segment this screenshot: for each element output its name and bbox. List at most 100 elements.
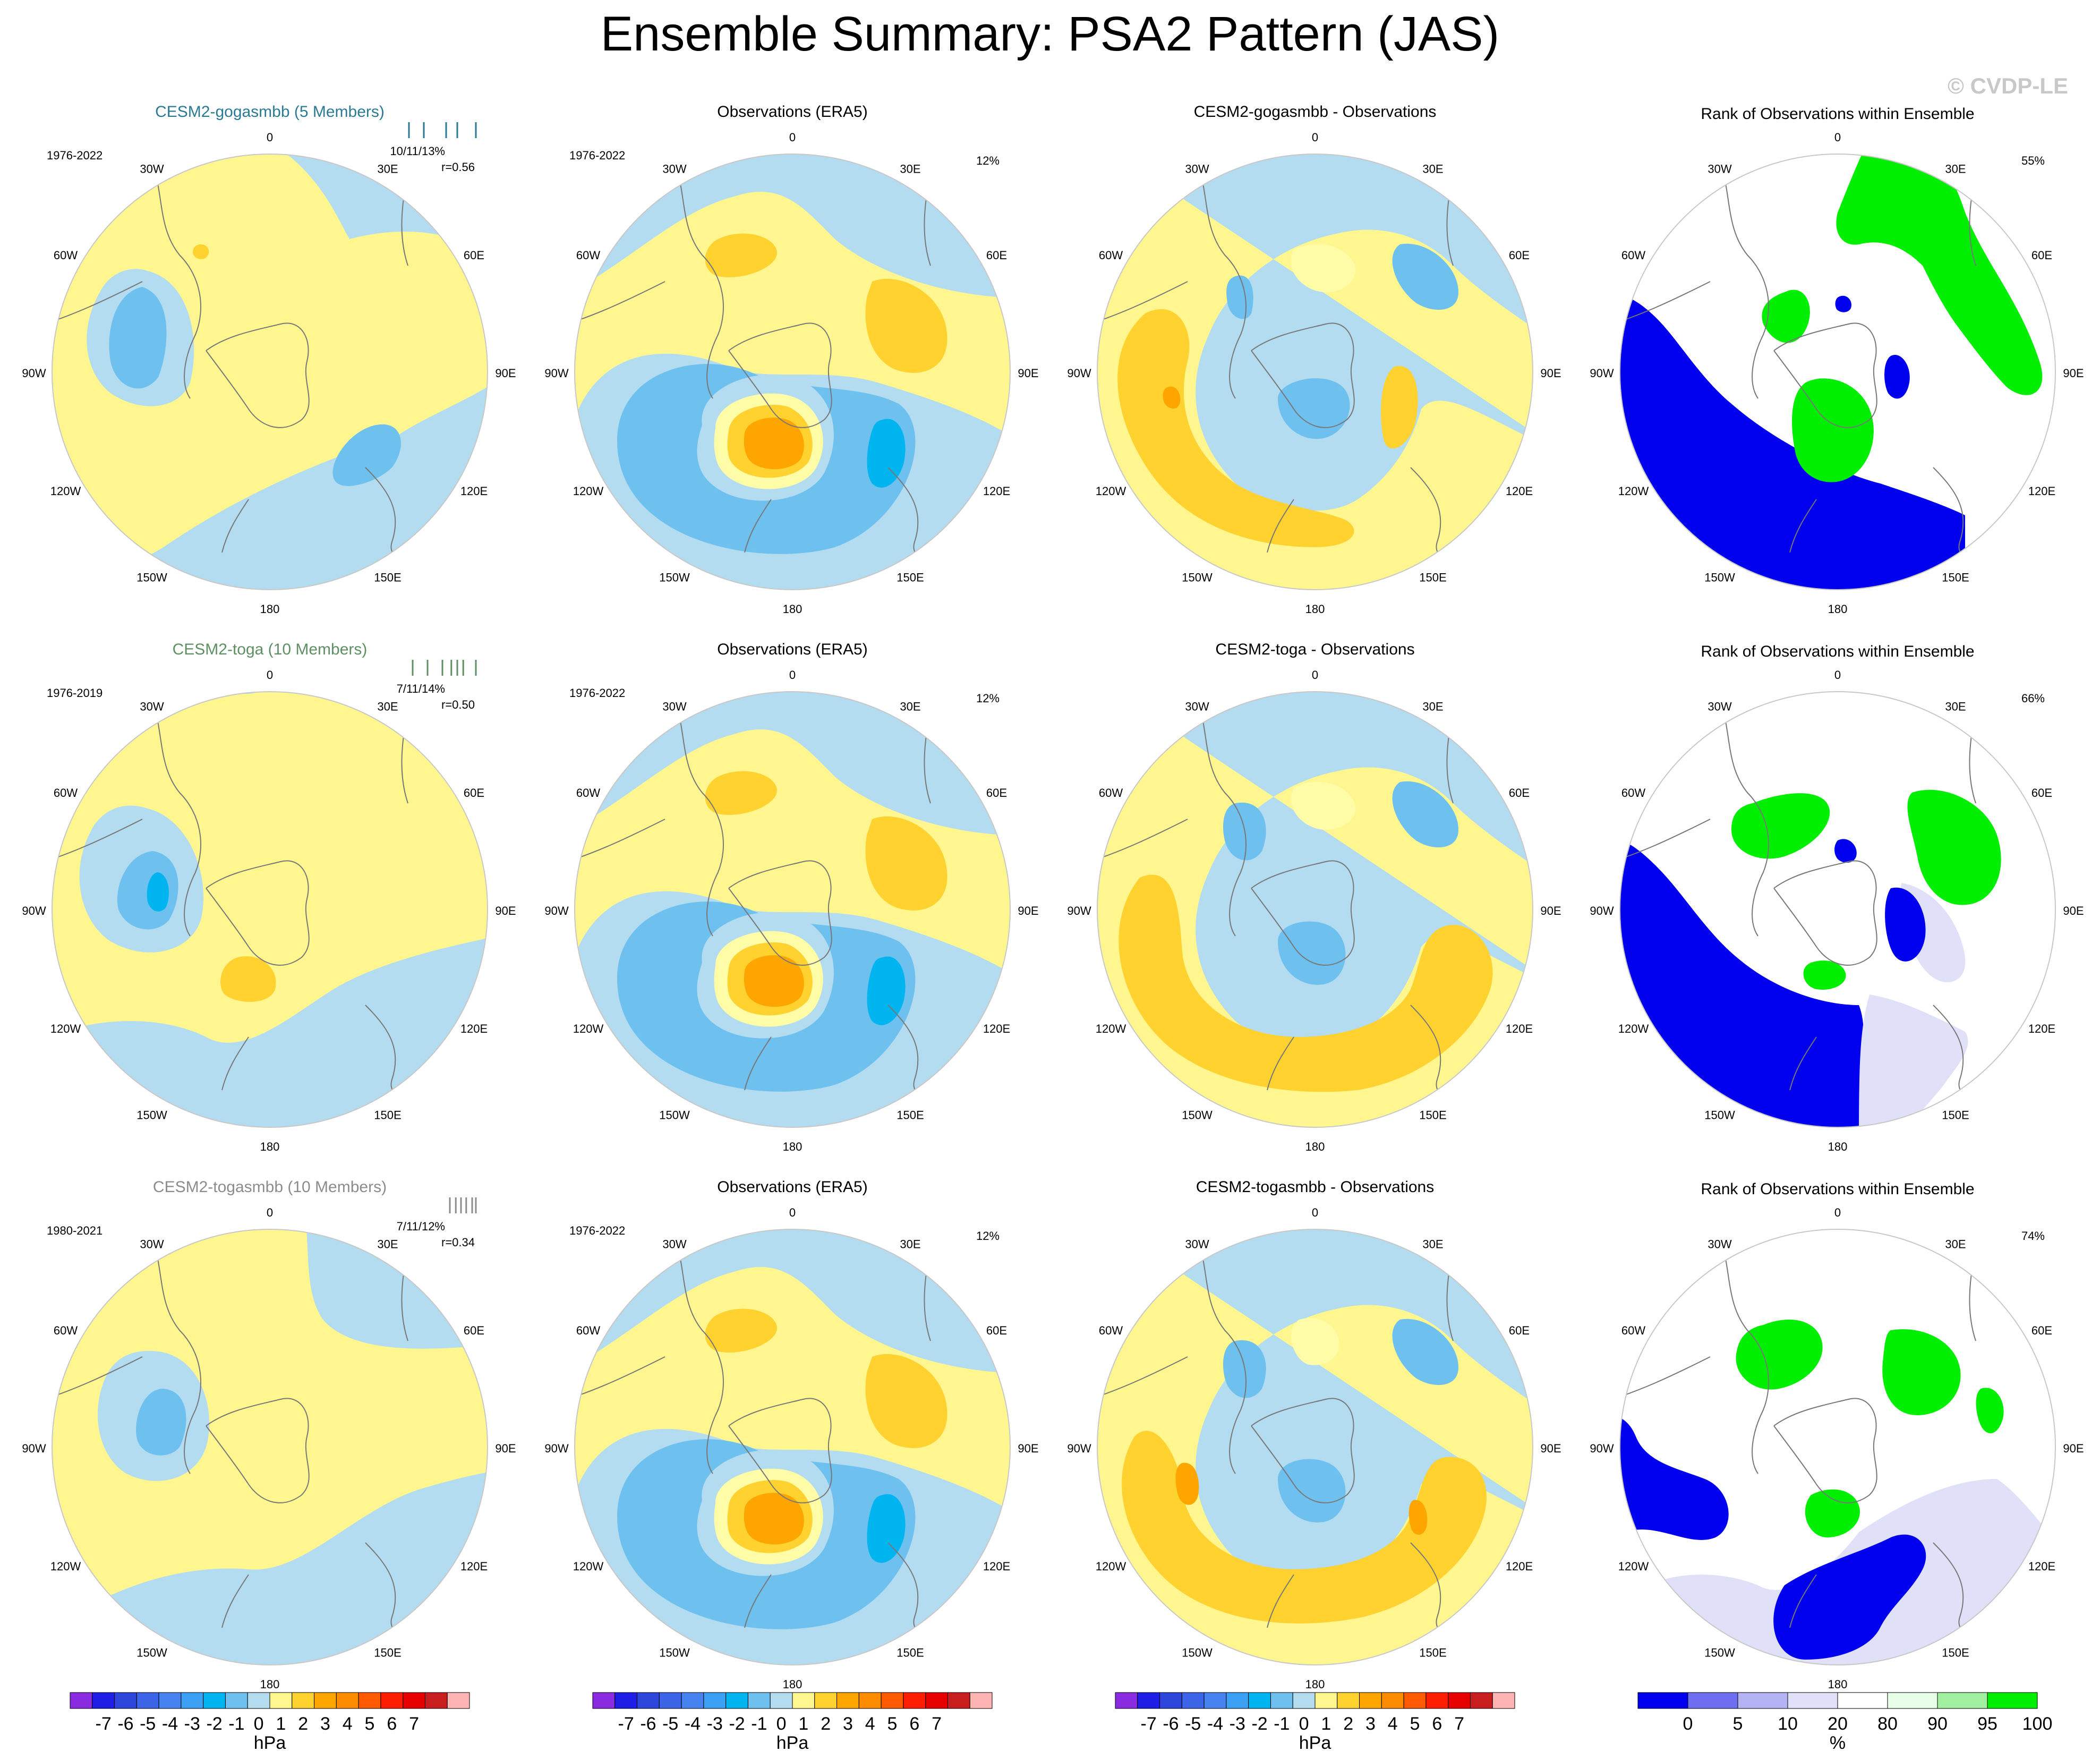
longitude-label: 60E [464,786,484,800]
coastline [1720,1239,1769,1474]
longitude-label: 90E [2063,367,2084,380]
map-fill-group [1097,1229,1533,1665]
colorbar-tick-label: 3 [843,1714,853,1734]
colorbar-unit: hPa [1299,1733,1331,1753]
longitude-label: 120E [1506,1560,1533,1573]
colorbar-tick-label: -6 [640,1714,656,1734]
contour-region [332,424,401,486]
anomaly-map: 0 30E 60E 90E 120E 150E 180 150W 120W 90W 60W 30W [1067,1206,1561,1691]
longitude-label: 90W [544,904,568,917]
coastline [728,860,832,966]
longitude-label: 150W [1704,1109,1735,1122]
longitude-label: 30E [1422,1237,1443,1251]
diff-panel-title: CESM2-togasmbb - Observations [1196,1178,1435,1196]
longitude-label: 90W [22,904,46,917]
credit-watermark: © CVDP-LE [1948,73,2068,98]
map-border [52,154,488,590]
coastline [675,1239,724,1474]
obs-variance-pct: 12% [976,154,1000,167]
map-fill-group [52,692,488,1127]
colorbar-tick-label: -7 [96,1714,112,1734]
colorbar-tick-label: -1 [228,1714,244,1734]
colorbar-bin [1270,1692,1293,1709]
longitude-label: 120E [2028,1560,2055,1573]
coastline [1198,164,1247,399]
coastline [728,1398,832,1503]
colorbar-tick-label: 80 [1877,1714,1898,1734]
colorbar-bin [1226,1692,1249,1709]
contour-region [1119,874,1493,1092]
longitude-label: 60W [1621,249,1645,262]
colorbar-tick-label: -3 [707,1714,723,1734]
longitude-label: 120W [50,1560,81,1573]
colorbar-bin [969,1692,993,1709]
longitude-label: 150E [1942,571,1969,584]
coastline [675,702,724,937]
map-border [1097,154,1533,590]
obs-period: 1976-2022 [569,149,625,162]
coastline [1773,322,1877,428]
colorbar-bin [1292,1692,1316,1709]
colorbar-tick-label: -5 [1185,1714,1201,1734]
colorbar-tick-label: 0 [1683,1714,1693,1734]
anomaly-map: 0 30E 60E 90E 120E 150E 180 150W 120W 90W 60W 30W [22,1206,516,1691]
colorbar-tick-label: 5 [365,1714,375,1734]
colorbar-tick-label: -2 [206,1714,222,1734]
model-period: 1976-2022 [47,149,103,162]
colorbar-bin [1314,1692,1338,1709]
map-fill-group [1620,692,2055,1127]
colorbar-bin [358,1692,381,1709]
longitude-label: 90E [1018,367,1038,380]
contour-region [1736,1320,1823,1390]
colorbar-bin [1737,1692,1788,1709]
longitude-label: 30W [140,1237,164,1251]
coastline [1198,1239,1247,1474]
colorbar-bin [1203,1692,1227,1709]
contour-region [1278,1459,1346,1523]
map-fill-group [1620,1229,2055,1665]
longitude-label: 120E [1506,484,1533,498]
longitude-label: 90E [1018,1442,1038,1455]
longitude-label: 150E [897,1646,924,1660]
contour-region [1122,1431,1487,1623]
longitude-label: 60E [2031,1324,2052,1337]
rank-pct: 66% [2021,692,2045,705]
longitude-label: 60W [576,786,600,800]
colorbar-bin [659,1692,682,1709]
longitude-label: 90E [495,904,516,917]
longitude-label: 150W [1182,1109,1213,1122]
coastline [1198,702,1247,937]
colorbar-tick-label: 90 [1927,1714,1948,1734]
contour-region [1884,355,1910,399]
longitude-label: 0 [267,131,273,144]
longitude-label: 30W [1708,700,1731,713]
longitude-label: 60E [464,1324,484,1337]
colorbar-bin [1181,1692,1205,1709]
map-fill-group [1097,692,1533,1127]
coastline [1251,1398,1355,1503]
model-stats: 7/11/14% [397,682,445,695]
colorbar-bin [1425,1692,1449,1709]
colorbar-tick-label: 3 [320,1714,330,1734]
colorbar-tick-label: 5 [1733,1714,1743,1734]
longitude-label: 120W [1618,1022,1649,1035]
anomaly-map: 0 30E 60E 90E 120E 150E 180 150W 120W 90W 60W 30W [22,131,516,616]
longitude-label: 120E [983,484,1010,498]
longitude-label: 0 [789,1206,796,1219]
colorbar-bin [70,1692,93,1709]
longitude-label: 30E [377,162,398,175]
colorbar-tick-label: 1 [798,1714,808,1734]
longitude-label: 150E [1419,1109,1446,1122]
colorbar-tick-label: -4 [1207,1714,1223,1734]
longitude-label: 90W [22,367,46,380]
colorbar-tick-label: 5 [1410,1714,1420,1734]
coastline [221,1574,249,1628]
contour-region [1117,309,1354,547]
obs-panel-title: Observations (ERA5) [717,103,867,121]
contour-region [744,418,804,470]
coastline [1097,1356,1188,1405]
longitude-label: 120W [573,1560,604,1573]
longitude-label: 30E [1422,700,1443,713]
obs-variance-pct: 12% [976,1229,1000,1243]
colorbar-tick-label: 6 [1432,1714,1442,1734]
